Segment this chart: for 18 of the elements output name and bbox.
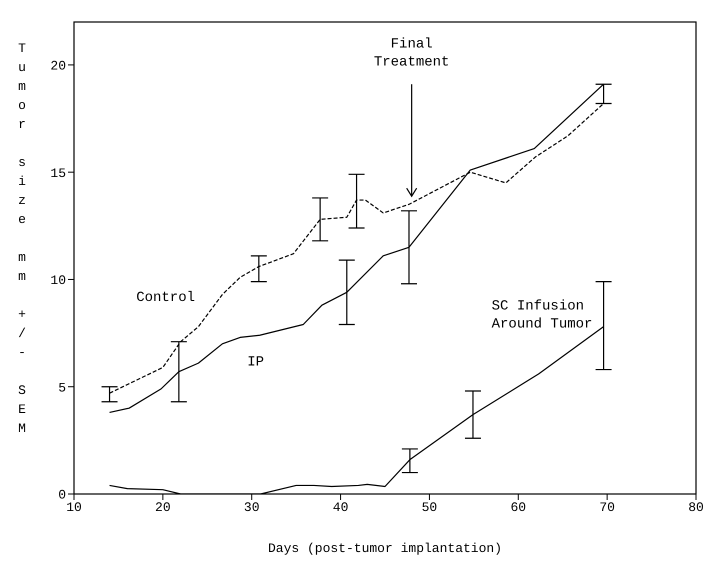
annotation: Final Treatment bbox=[374, 36, 450, 71]
x-tick-label: 40 bbox=[332, 500, 348, 516]
x-tick-label: 30 bbox=[244, 500, 260, 516]
y-tick-label: 5 bbox=[58, 380, 66, 396]
series-label: IP bbox=[247, 354, 264, 370]
series-label: SC Infusion Around Tumor bbox=[492, 298, 592, 332]
x-tick-label: 20 bbox=[155, 500, 171, 516]
y-tick-label: 20 bbox=[50, 58, 66, 74]
y-tick-label: 15 bbox=[50, 166, 66, 181]
x-axis-title: Days (post-tumor implantation) bbox=[268, 541, 502, 556]
x-tick-label: 50 bbox=[422, 500, 438, 516]
text: Tumor size mm +/- SEM bbox=[18, 41, 26, 436]
x-tick-label: 60 bbox=[510, 500, 526, 516]
x-tick-label: 70 bbox=[599, 500, 615, 516]
series-label: Control bbox=[136, 290, 196, 306]
y-tick-label: 10 bbox=[50, 273, 66, 288]
y-tick-label: 0 bbox=[58, 488, 66, 503]
x-tick-label: 80 bbox=[688, 500, 704, 516]
